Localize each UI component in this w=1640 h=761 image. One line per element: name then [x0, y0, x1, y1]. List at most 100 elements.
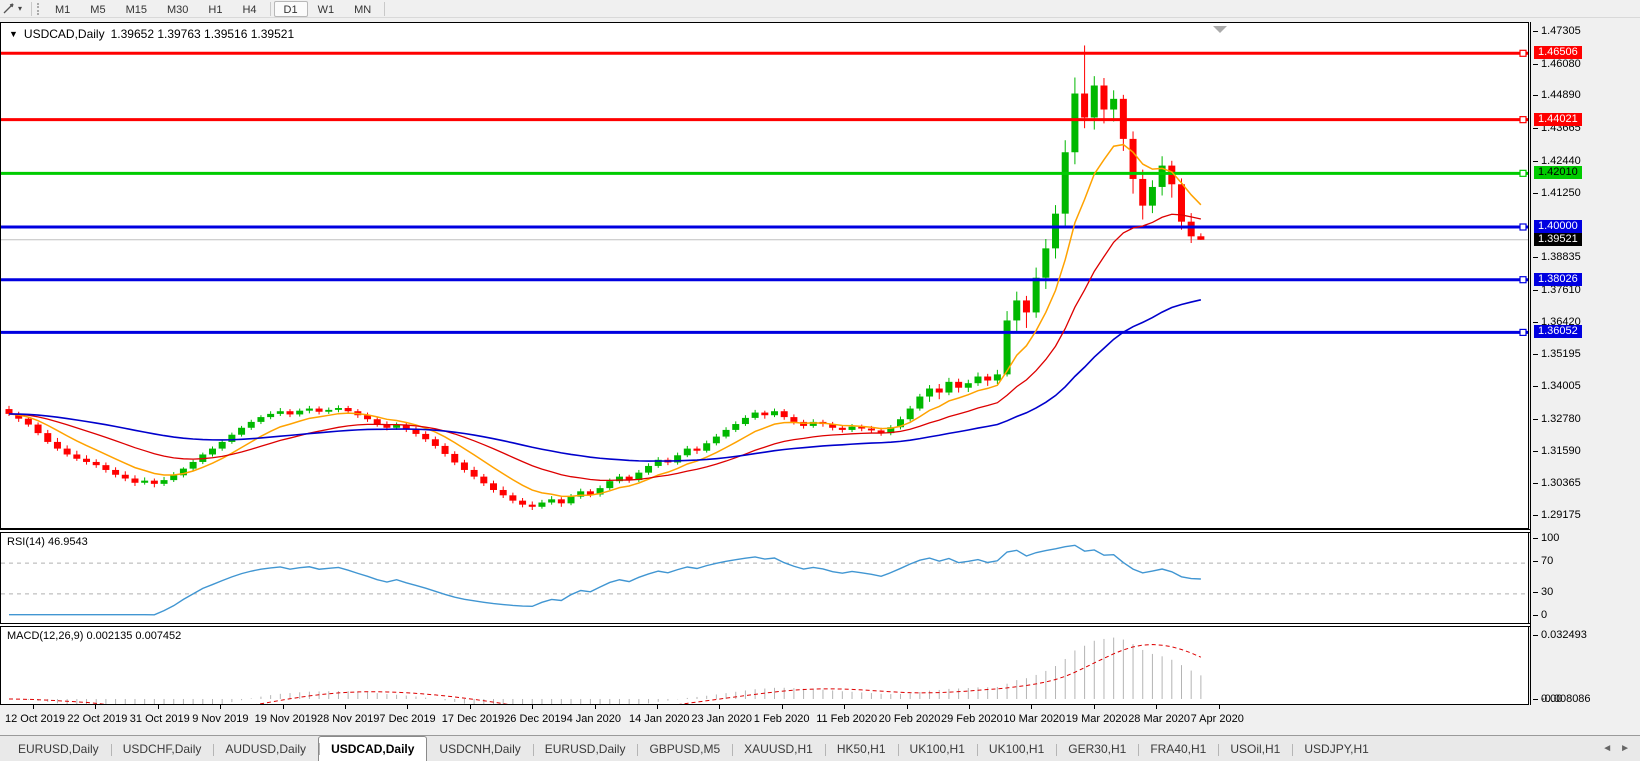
price-level-badge: 1.44021: [1534, 112, 1582, 126]
y-axis-tick: 1.35195: [1533, 348, 1581, 361]
macd-plot[interactable]: MACD(12,26,9) 0.002135 0.007452: [0, 627, 1529, 714]
x-axis-label: 26 Dec 2019: [504, 713, 567, 725]
y-axis-tick: 1.31590: [1533, 445, 1581, 458]
y-axis-tick: 1.42440: [1533, 155, 1581, 168]
level-line-anchor[interactable]: [1519, 223, 1527, 231]
rsi-indicator-label: RSI(14) 46.9543: [7, 536, 88, 548]
timeframe-button-W1[interactable]: W1: [317, 3, 335, 16]
x-axis-tick: [594, 705, 596, 709]
level-line-anchor[interactable]: [1519, 169, 1527, 177]
tab-eurusd-daily[interactable]: EURUSD,Daily: [532, 738, 638, 761]
candlestick-chart: [1, 26, 1528, 511]
timeframe-button-M30[interactable]: M30: [166, 3, 189, 16]
x-axis-tick: [657, 705, 658, 709]
timeframe-button-H1[interactable]: H1: [208, 3, 223, 16]
tabs-scroll-right-icon[interactable]: ►: [1620, 743, 1630, 754]
top-toolbar: ▾ M1 M5 M15 M30 H1 H4 D1 W1 MN: [0, 0, 1640, 18]
y-axis-tick: 1.41250: [1533, 187, 1581, 200]
timeframe-button-MN[interactable]: MN: [354, 3, 372, 16]
chart-tab-bar: EURUSD,Daily USDCHF,Daily AUDUSD,Daily USDC…: [0, 735, 1640, 761]
tab-gbpusd-m5[interactable]: GBPUSD,M5: [637, 738, 732, 761]
x-axis-label: 22 Oct 2019: [67, 713, 128, 725]
tab-eurusd-daily[interactable]: EURUSD,Daily: [18, 742, 99, 756]
panel-splitter[interactable]: [0, 529, 1640, 533]
candles-series: [5, 45, 1205, 511]
tab-usdchf-daily[interactable]: USDCHF,Daily: [110, 738, 214, 761]
price-level-badge: 1.38026: [1534, 272, 1582, 286]
tab-uk100-h1[interactable]: UK100,H1: [897, 738, 977, 761]
x-axis-tick: [220, 705, 222, 709]
price-level-badge: 1.42010: [1534, 166, 1582, 180]
line-studies-icon[interactable]: [0, 1, 18, 17]
toolbar-grip-handle[interactable]: [37, 2, 41, 15]
tab-usdcnh-daily[interactable]: USDCNH,Daily: [439, 742, 521, 756]
y-axis-tick: 1.36420: [1533, 316, 1581, 329]
tab-hk50-h1[interactable]: HK50,H1: [824, 738, 898, 761]
x-axis-tick: [345, 705, 346, 709]
tab-audusd-daily[interactable]: AUDUSD,Daily: [213, 738, 318, 761]
x-axis-label: 10 Mar 2020: [1003, 713, 1066, 725]
x-axis-tick: [33, 705, 34, 709]
timeframe-button-H4[interactable]: H4: [242, 3, 257, 16]
price-level-lines[interactable]: [1, 49, 1528, 337]
y-axis-tick: 1.37610: [1533, 284, 1581, 297]
rsi-axis-tick: 0: [1533, 609, 1547, 622]
y-axis-tick: 1.44890: [1533, 89, 1581, 102]
x-axis-tick: [532, 705, 534, 709]
x-axis-label: 19 Mar 2020: [1065, 713, 1128, 725]
time-axis[interactable]: 12 Oct 2019 22 Oct 2019 31 Oct 2019 9 Nov 2…: [0, 705, 1640, 735]
tab-fra40-h1[interactable]: FRA40,H1: [1138, 738, 1218, 761]
tab-usdjpy-h1[interactable]: USDJPY,H1: [1292, 738, 1380, 761]
tab-usdcad-daily[interactable]: USDCAD,Daily: [318, 736, 428, 761]
x-axis-tick: [969, 705, 970, 709]
x-axis-label: 29 Feb 2020: [941, 713, 1003, 725]
macd-indicator-label: MACD(12,26,9) 0.002135 0.007452: [7, 630, 182, 642]
timeframe-button-D1[interactable]: D1: [273, 0, 308, 17]
chart-shift-marker[interactable]: [1213, 26, 1227, 33]
toolbar-separator: [269, 1, 271, 16]
chart-symbol-label: USDCAD,Daily: [23, 27, 105, 41]
rsi-line: [9, 544, 1201, 616]
chart-title: ▼ USDCAD,Daily 1.39652 1.39763 1.39516 1…: [9, 27, 294, 41]
price-level-badge: 1.46506: [1534, 46, 1582, 60]
x-axis-label: 11 Feb 2020: [816, 713, 878, 725]
x-axis-tick: [1031, 705, 1033, 709]
macd-chart: [8, 637, 1202, 714]
timeframe-button-M5[interactable]: M5: [90, 3, 106, 16]
x-axis-label: 17 Dec 2019: [441, 713, 505, 725]
y-axis-tick: 1.46080: [1533, 58, 1581, 71]
y-axis-tick: 1.30365: [1533, 477, 1581, 490]
x-axis-tick: [1218, 705, 1220, 709]
tab-xauusd-h1[interactable]: XAUUSD,H1: [732, 738, 825, 761]
tab-uk100-h1[interactable]: UK100,H1: [976, 738, 1056, 761]
tabs-scroll-left-icon[interactable]: ◄: [1602, 743, 1613, 754]
level-line-anchor[interactable]: [1519, 49, 1527, 57]
rsi-axis-tick: 70: [1533, 555, 1553, 568]
x-axis-tick: [906, 705, 908, 709]
collapse-triangle-icon[interactable]: ▼: [9, 29, 18, 39]
panel-splitter[interactable]: [0, 623, 1640, 627]
level-line-anchor[interactable]: [1519, 328, 1527, 337]
x-axis-label: 12 Oct 2019: [5, 713, 65, 725]
timeframe-button-M1[interactable]: M1: [55, 3, 71, 16]
tab-usoil-h1[interactable]: USOil,H1: [1218, 738, 1292, 761]
timeframe-button-M15[interactable]: M15: [125, 3, 147, 16]
x-axis-tick: [95, 705, 97, 709]
dropdown-caret-icon[interactable]: ▾: [18, 4, 23, 13]
rsi-plot[interactable]: RSI(14) 46.9543: [0, 533, 1529, 623]
x-axis-tick: [1093, 705, 1095, 709]
main-chart-plot[interactable]: ▼ USDCAD,Daily 1.39652 1.39763 1.39516 1…: [0, 22, 1529, 529]
price-axis[interactable]: 1.47305 1.46080 1.44890 1.43665 1.42440 1.412…: [1530, 22, 1640, 705]
tab-ger30-h1[interactable]: GER30,H1: [1056, 738, 1138, 761]
x-axis-label: 20 Feb 2020: [878, 713, 941, 725]
x-axis-label: 7 Dec 2019: [379, 713, 436, 725]
x-axis-label: 9 Nov 2019: [192, 713, 249, 725]
main-chart-panel: ▼ USDCAD,Daily 1.39652 1.39763 1.39516 1…: [0, 22, 1640, 529]
level-line-anchor[interactable]: [1519, 116, 1527, 124]
x-axis-tick: [469, 705, 471, 709]
x-axis-tick: [157, 705, 159, 709]
ema-21-line: [8, 213, 1202, 482]
rsi-axis-tick: 100: [1533, 532, 1559, 545]
x-axis-label: 28 Mar 2020: [1128, 713, 1190, 725]
level-line-anchor[interactable]: [1519, 276, 1527, 284]
